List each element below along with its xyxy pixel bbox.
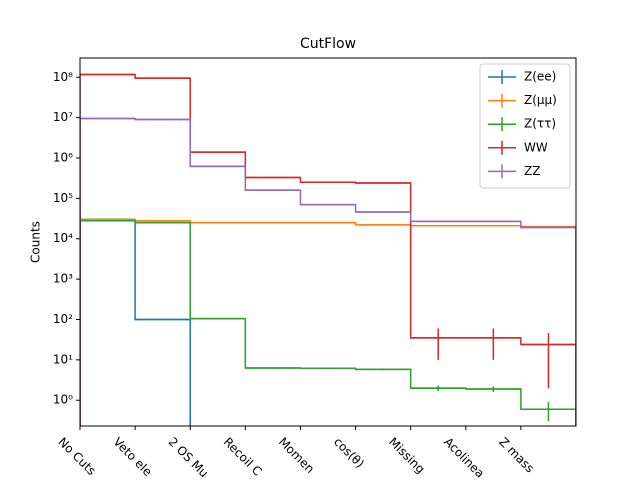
y-tick-label: 10⁶ xyxy=(53,151,73,165)
legend-label: Z(ττ) xyxy=(524,117,556,131)
step-connector xyxy=(80,218,576,426)
legend-label: WW xyxy=(524,140,548,154)
axes-frame xyxy=(79,57,577,427)
x-tick-label: 2 OS Mu xyxy=(166,435,211,480)
y-tick-label: 10² xyxy=(53,312,73,326)
x-tick-label: Momen xyxy=(276,435,317,476)
x-tick-label: Z mass xyxy=(496,435,537,476)
x-tick-label: cos(θ) xyxy=(331,435,367,471)
step-connector xyxy=(80,218,191,426)
y-tick-label: 10⁷ xyxy=(53,110,73,124)
legend-label: Z(ee) xyxy=(524,70,556,84)
step-connector xyxy=(80,73,576,426)
x-tick-label: Veto ele xyxy=(111,435,155,479)
legend-label: ZZ xyxy=(524,164,540,178)
plot-area xyxy=(80,73,576,426)
y-tick-label: 10⁵ xyxy=(53,191,73,205)
y-tick-label: 10⁸ xyxy=(53,70,73,84)
x-tick-label: Recoil C xyxy=(221,435,265,479)
y-tick-label: 10⁰ xyxy=(53,393,73,407)
y-tick-label: 10³ xyxy=(53,272,73,286)
x-tick-label: Acolinea xyxy=(441,435,487,480)
x-tick-label: Missing xyxy=(386,435,428,477)
legend-label: Z(μμ) xyxy=(524,93,557,107)
chart-title: CutFlow xyxy=(300,36,356,52)
y-tick-label: 10¹ xyxy=(53,352,73,366)
x-tick-label: No Cuts xyxy=(55,435,98,478)
step-connector xyxy=(80,117,576,426)
y-tick-label: 10⁴ xyxy=(53,231,73,245)
step-connector xyxy=(80,219,576,426)
y-axis-label: Counts xyxy=(29,221,43,263)
